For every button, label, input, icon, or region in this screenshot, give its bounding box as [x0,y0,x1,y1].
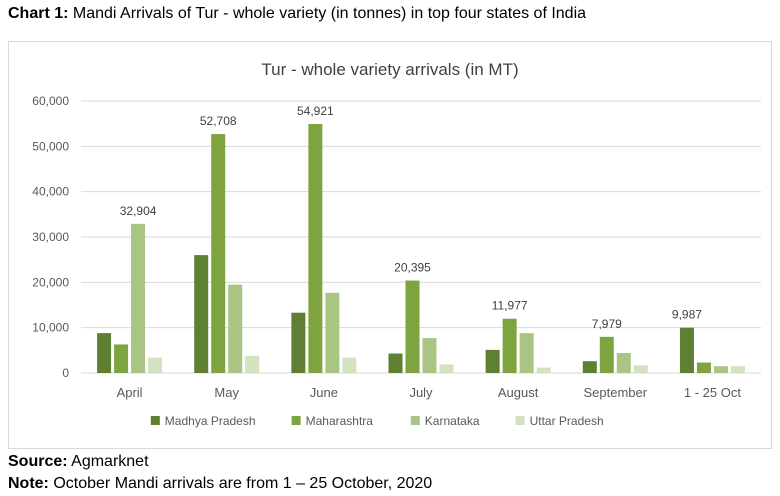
bar [730,366,745,373]
bar [502,318,517,373]
bar [388,353,403,373]
data-label: 9,987 [672,308,702,322]
bar [519,333,534,373]
note-label: Note: [8,475,49,492]
x-tick-label: August [498,385,539,400]
source-label: Source: [8,453,68,470]
note-line: Note: October Mandi arrivals are from 1 … [8,475,432,493]
legend-swatch [291,416,301,425]
bar [633,365,648,373]
y-tick-label: 40,000 [32,185,69,199]
bar [342,357,357,373]
bar [194,255,209,373]
y-axis-ticks: 0 10,000 20,000 30,000 40,000 50,000 60,000 [32,94,69,380]
chart-caption: Chart 1: Mandi Arrivals of Tur - whole v… [8,5,586,23]
y-tick-label: 20,000 [32,275,69,289]
x-tick-label: May [214,385,239,400]
bar [228,284,243,373]
data-label: 52,708 [200,114,237,128]
source-line: Source: Agmarknet [8,453,149,471]
data-label: 20,395 [394,261,431,275]
note-text: October Mandi arrivals are from 1 – 25 O… [48,475,433,492]
x-tick-label: June [310,385,338,400]
bar [245,355,260,373]
bar [131,223,146,373]
bar [325,292,340,373]
bar [291,312,306,373]
legend-label: Karnataka [425,414,480,428]
y-tick-label: 30,000 [32,230,69,244]
bar [696,362,711,373]
data-label: 32,904 [120,204,157,218]
bar [536,367,551,373]
bar [679,327,694,373]
x-tick-label: September [583,385,647,400]
bar [599,336,614,373]
x-tick-label: July [409,385,433,400]
legend-label: Maharashtra [306,414,374,428]
y-tick-label: 60,000 [32,94,69,108]
source-text: Agmarknet [67,453,149,470]
legend-swatch [150,416,160,425]
legend: Madhya Pradesh Maharashtra Karnataka Uttar … [150,414,604,428]
bar [713,366,728,373]
bars [97,124,745,373]
y-tick-label: 10,000 [32,321,69,335]
bar [148,357,163,373]
caption-prefix: Chart 1: [8,5,69,22]
bar [485,349,500,373]
data-label: 54,921 [297,104,334,118]
bar [439,364,454,373]
x-tick-label: 1 - 25 Oct [684,385,741,400]
bar [405,280,420,373]
x-axis-labels: April May June July August September 1 - 25 Oc… [117,385,742,400]
bar [114,344,129,373]
legend-swatch [410,416,420,425]
bar [211,134,226,373]
bar [422,338,437,373]
x-tick-label: April [117,385,143,400]
bar [582,361,597,373]
legend-label: Madhya Pradesh [165,414,256,428]
data-label: 11,977 [492,299,528,313]
chart-container: Tur - whole variety arrivals (in MT) 0 10… [8,41,772,449]
caption-text: Mandi Arrivals of Tur - whole variety (i… [68,5,587,22]
bar [97,333,112,373]
bar [308,124,323,373]
gridlines [81,100,761,374]
data-label: 7,979 [592,317,622,331]
data-labels: 32,904 52,708 54,921 20,395 11,977 7,979 9,987 [120,104,703,331]
bar [616,353,631,373]
chart-title: Tur - whole variety arrivals (in MT) [261,60,518,79]
bar-chart: Tur - whole variety arrivals (in MT) 0 10… [32,60,761,428]
legend-label: Uttar Pradesh [530,414,604,428]
y-tick-label: 0 [62,366,69,380]
y-tick-label: 50,000 [32,139,69,153]
legend-swatch [515,416,525,425]
